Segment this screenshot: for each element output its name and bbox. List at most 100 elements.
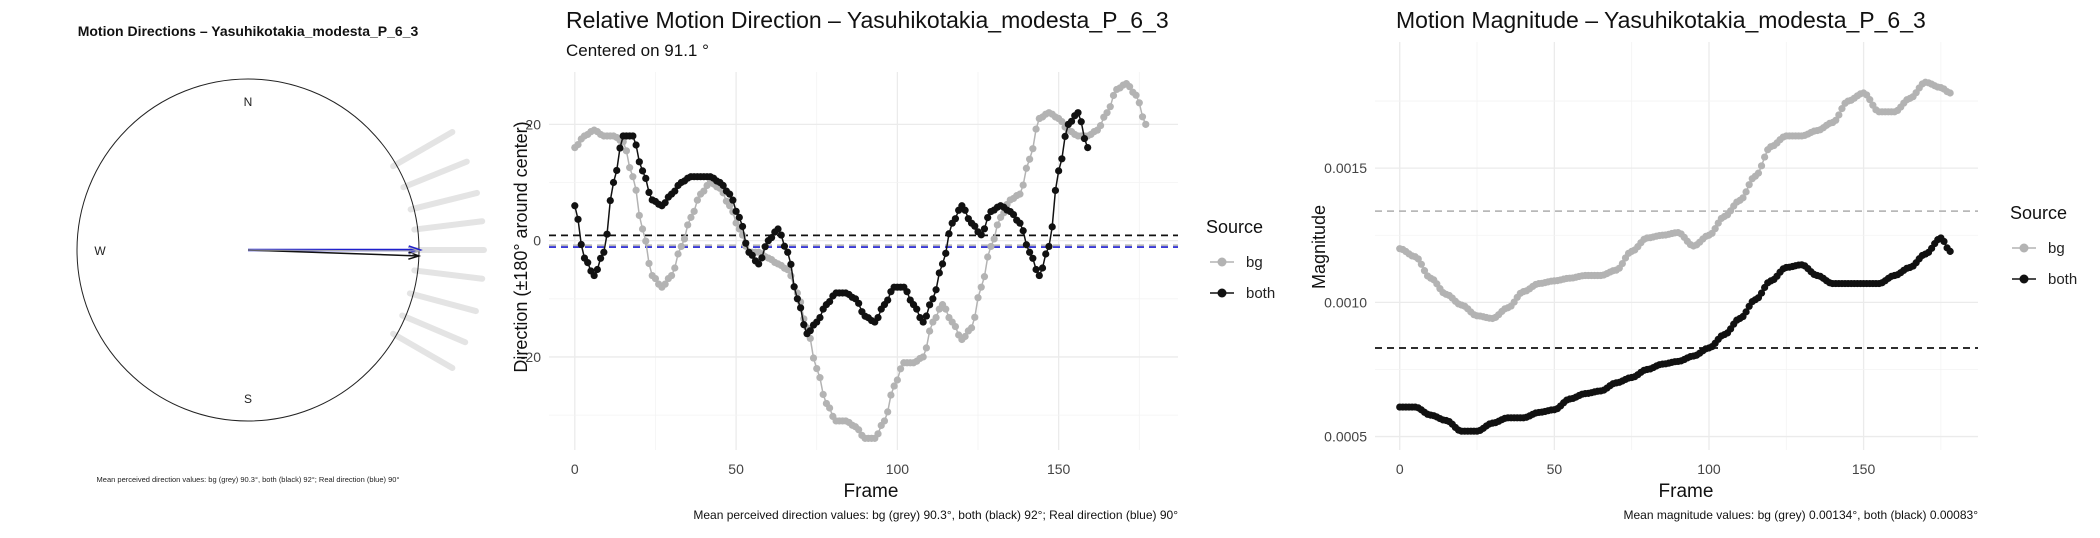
data-point-bg — [1096, 122, 1105, 130]
magnitude-x-axis-label: Frame — [1659, 481, 1714, 502]
legend-swatch-dot-bg — [2019, 243, 2029, 253]
direction-y-axis-label: Direction (±180° around center) — [511, 121, 531, 372]
data-point-bg — [816, 374, 824, 382]
legend-swatch-dot-both — [2019, 274, 2029, 284]
data-point-both — [609, 178, 618, 187]
data-point-both — [1038, 264, 1047, 272]
data-point-bg — [1745, 181, 1753, 189]
data-point-bg — [951, 322, 960, 331]
data-point-both — [787, 260, 795, 268]
data-point-bg — [1026, 155, 1034, 163]
data-point-bg — [1832, 116, 1840, 124]
direction-mean-lines — [549, 234, 1178, 248]
x-tick-label: 0 — [1396, 461, 1404, 477]
data-point-bg — [990, 235, 998, 243]
data-point-bg — [1016, 190, 1024, 198]
data-point-both — [774, 225, 782, 233]
data-point-both — [742, 239, 750, 247]
data-point-bg — [961, 332, 969, 341]
data-point-bg — [677, 242, 685, 251]
data-point-both — [590, 271, 598, 280]
data-point-bg — [674, 250, 682, 258]
data-point-bg — [1032, 125, 1040, 133]
data-point-bg — [874, 430, 882, 438]
magnitude-panel: Motion Magnitude – Yasuhikotakia_modesta… — [1309, 7, 2077, 522]
data-point-both — [784, 248, 792, 256]
y-tick-label: 0.0005 — [1324, 429, 1367, 445]
data-point-both — [1058, 155, 1066, 163]
data-point-both — [793, 295, 801, 303]
data-point-both — [1084, 144, 1092, 152]
data-point-both — [926, 301, 934, 309]
data-point-bg — [893, 376, 901, 384]
data-point-bg — [651, 274, 660, 283]
data-point-both — [629, 132, 637, 140]
compass-arrowhead-bg — [408, 246, 421, 255]
direction-series — [571, 80, 1150, 442]
data-point-both — [816, 313, 824, 322]
direction-subtitle: Centered on 91.1 ° — [566, 41, 709, 60]
magnitude-legend-title: Source — [2010, 203, 2067, 223]
data-point-bg — [884, 408, 892, 416]
data-point-both — [571, 202, 579, 210]
data-point-bg — [1417, 260, 1425, 268]
data-point-bg — [1838, 105, 1846, 113]
data-point-bg — [1109, 91, 1118, 100]
x-tick-label: 150 — [1047, 461, 1071, 477]
data-point-both — [1022, 241, 1030, 249]
data-point-both — [935, 269, 943, 277]
data-point-both — [661, 199, 669, 207]
magnitude-y-ticks: 0.0005 0.0010 0.0015 — [1324, 160, 1367, 444]
data-point-both — [1080, 134, 1089, 143]
data-point-both — [606, 196, 614, 205]
compass-bg-ray-1 — [400, 158, 470, 191]
data-point-bg — [690, 207, 698, 215]
magnitude-legend: Source bg both — [2010, 203, 2077, 288]
data-point-both — [1940, 237, 1948, 246]
data-point-bg — [1757, 162, 1766, 170]
compass-bg-ray-2 — [407, 189, 480, 213]
data-point-bg — [1103, 109, 1111, 117]
data-point-both — [616, 144, 624, 152]
y-tick-label: 0 — [533, 233, 541, 249]
data-point-both — [732, 207, 740, 215]
data-point-both — [1019, 227, 1027, 235]
data-point-both — [1061, 132, 1069, 140]
x-tick-label: 50 — [1547, 461, 1563, 477]
data-point-both — [942, 249, 950, 257]
data-point-bg — [980, 273, 989, 281]
magnitude-gridlines — [1375, 42, 1978, 450]
direction-legend-item-bg: bg — [1246, 254, 1263, 271]
data-point-both — [1757, 289, 1766, 297]
data-point-both — [755, 260, 763, 268]
y-tick-label: 0.0010 — [1324, 294, 1367, 310]
data-point-both — [1051, 186, 1060, 195]
data-point-both — [1742, 308, 1750, 316]
data-point-both — [913, 305, 921, 313]
compass-title: Motion Directions – Yasuhikotakia_modest… — [78, 23, 419, 39]
data-point-bg — [626, 164, 634, 172]
data-point-bg — [887, 391, 895, 399]
data-point-both — [642, 174, 650, 182]
data-point-both — [961, 206, 969, 214]
data-point-both — [874, 313, 882, 322]
magnitude-caption: Mean magnitude values: bg (grey) 0.00134… — [1624, 508, 1979, 522]
data-point-both — [1042, 250, 1050, 258]
data-point-both — [1035, 271, 1043, 280]
data-point-both — [777, 231, 785, 239]
magnitude-legend-item-bg: bg — [2048, 240, 2065, 257]
direction-legend: Source bg both — [1206, 217, 1275, 302]
data-point-bg — [1420, 267, 1429, 275]
data-point-both — [951, 215, 960, 223]
data-point-bg — [732, 219, 740, 227]
data-point-bg — [1761, 153, 1769, 161]
data-point-bg — [926, 327, 934, 335]
data-point-bg — [819, 390, 827, 399]
data-point-bg — [1618, 259, 1626, 268]
magnitude-y-axis-label: Magnitude — [1309, 205, 1329, 289]
data-point-bg — [826, 404, 834, 412]
data-point-bg — [1742, 188, 1750, 196]
compass-panel: Motion Directions – Yasuhikotakia_modest… — [76, 23, 487, 484]
data-point-both — [977, 231, 985, 239]
data-point-both — [855, 299, 863, 307]
